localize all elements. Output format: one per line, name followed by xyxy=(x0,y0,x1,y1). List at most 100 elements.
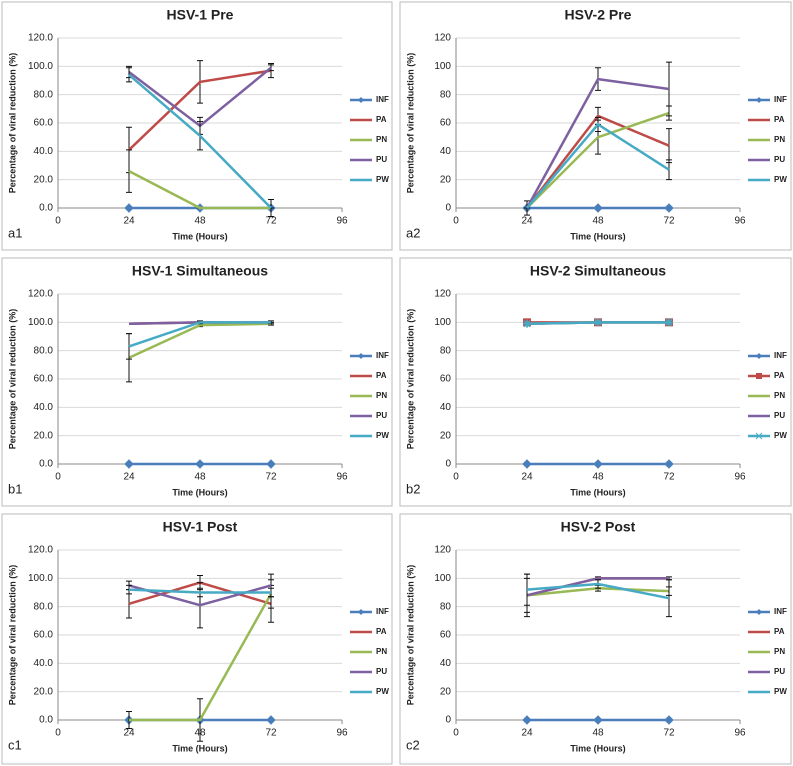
legend-label: PN xyxy=(376,647,387,656)
panel-border xyxy=(1,1,393,251)
x-tick-label: 0 xyxy=(453,216,459,227)
legend-marker xyxy=(756,609,762,615)
x-axis-label: Time (Hours) xyxy=(570,487,625,497)
legend-label: PW xyxy=(376,431,389,440)
legend-label: PU xyxy=(376,411,387,420)
legend-label: PA xyxy=(376,115,387,124)
legend-label: PU xyxy=(376,155,387,164)
x-tick-label: 0 xyxy=(453,728,459,739)
x-tick-label: 96 xyxy=(734,728,746,739)
y-axis-label: Percentage of viral reduction (%) xyxy=(7,53,17,194)
x-tick-label: 72 xyxy=(265,216,277,227)
legend-label: PW xyxy=(774,175,787,184)
marker xyxy=(665,318,673,327)
chart-title: HSV-2 Simultaneous xyxy=(530,263,666,279)
series-line xyxy=(526,122,670,209)
legend-label: PN xyxy=(774,135,785,144)
y-tick-label: 120 xyxy=(434,289,451,300)
y-tick-label: 60 xyxy=(440,630,452,641)
series-line xyxy=(526,111,670,209)
x-tick-label: 0 xyxy=(55,216,61,227)
y-tick-label: 20.0 xyxy=(34,174,54,185)
series-line xyxy=(128,170,271,210)
y-tick-label: 20.0 xyxy=(34,430,54,441)
legend-marker xyxy=(756,353,762,359)
series-line xyxy=(526,577,669,597)
legend-label: PA xyxy=(376,371,387,380)
y-tick-label: 0.0 xyxy=(39,715,53,726)
y-tick-label: 0.0 xyxy=(39,459,53,470)
marker xyxy=(522,715,532,725)
marker xyxy=(664,459,674,469)
x-tick-label: 0 xyxy=(55,728,61,739)
legend-label: PU xyxy=(376,667,387,676)
x-tick-label: 72 xyxy=(265,472,277,483)
legend-label: PN xyxy=(774,647,785,656)
y-tick-label: 60.0 xyxy=(34,118,54,129)
y-tick-label: 60.0 xyxy=(34,630,54,641)
legend-label: INF xyxy=(376,95,389,104)
y-tick-label: 80.0 xyxy=(34,89,54,100)
panel: HSV-1 Pre 0.0 20.0 40.0 60.0 80.0 100.0 120.0 0 2… xyxy=(1,1,393,251)
y-tick-label: 0 xyxy=(445,459,451,470)
y-tick-label: 0 xyxy=(445,715,451,726)
error-bar xyxy=(666,61,672,117)
series-line xyxy=(128,69,272,151)
panel: HSV-1 Simultaneous 0.0 20.0 40.0 60.0 80.0 100… xyxy=(1,257,393,507)
legend-label: PU xyxy=(774,411,785,420)
marker xyxy=(523,319,531,328)
chart-title: HSV-1 Post xyxy=(163,519,238,535)
y-tick-label: 80 xyxy=(440,89,452,100)
x-tick-label: 0 xyxy=(55,472,61,483)
series-line xyxy=(128,321,271,348)
y-tick-label: 100.0 xyxy=(28,317,53,328)
panel: HSV-1 Post 0.0 20.0 40.0 60.0 80.0 100.0 120.0 0… xyxy=(1,513,393,765)
y-tick-label: 20 xyxy=(440,686,452,697)
y-tick-label: 40.0 xyxy=(34,146,54,157)
panel-label: b2 xyxy=(406,481,420,496)
x-tick-label: 48 xyxy=(194,472,206,483)
y-tick-label: 0.0 xyxy=(39,203,53,214)
chart-title: HSV-1 Pre xyxy=(167,7,234,23)
panel-label: a1 xyxy=(8,225,22,240)
legend-label: INF xyxy=(376,351,389,360)
x-axis-label: Time (Hours) xyxy=(172,231,227,241)
series-line xyxy=(526,114,670,209)
legend-label: INF xyxy=(774,607,787,616)
panel-border xyxy=(399,513,792,765)
y-axis-label: Percentage of viral reduction (%) xyxy=(405,565,415,706)
panel: HSV-2 Pre 0 20 40 60 80 100 120 0 24 48 72 96 Time (H… xyxy=(399,1,792,251)
x-tick-label: 96 xyxy=(336,216,348,227)
legend-label: PA xyxy=(774,627,785,636)
x-tick-label: 48 xyxy=(592,728,604,739)
y-tick-label: 20 xyxy=(440,430,452,441)
x-tick-label: 96 xyxy=(336,472,348,483)
y-tick-label: 80 xyxy=(440,345,452,356)
legend-label: PU xyxy=(774,155,785,164)
x-tick-label: 96 xyxy=(336,728,348,739)
y-tick-label: 60 xyxy=(440,118,452,129)
legend-label: PW xyxy=(774,687,787,696)
legend-label: PA xyxy=(376,627,387,636)
y-tick-label: 60 xyxy=(440,374,452,385)
x-tick-label: 96 xyxy=(734,472,746,483)
y-axis-label: Percentage of viral reduction (%) xyxy=(7,565,17,706)
legend-marker xyxy=(358,353,364,359)
legend-label: INF xyxy=(774,351,787,360)
x-tick-label: 24 xyxy=(123,216,135,227)
legend-marker xyxy=(358,97,364,103)
y-tick-label: 100 xyxy=(434,61,451,72)
x-tick-label: 24 xyxy=(521,728,533,739)
series-line xyxy=(129,593,273,722)
x-tick-label: 24 xyxy=(123,472,135,483)
y-tick-label: 120 xyxy=(434,33,451,44)
panel: HSV-2 Post 0 20 40 60 80 100 120 0 24 48 72 96 Time (… xyxy=(399,513,792,765)
marker xyxy=(124,203,134,213)
y-tick-label: 100.0 xyxy=(28,573,53,584)
series-line xyxy=(525,77,670,209)
legend-label: PU xyxy=(774,667,785,676)
legend-marker xyxy=(755,432,763,440)
y-tick-label: 40.0 xyxy=(34,658,54,669)
y-tick-label: 0 xyxy=(445,203,451,214)
